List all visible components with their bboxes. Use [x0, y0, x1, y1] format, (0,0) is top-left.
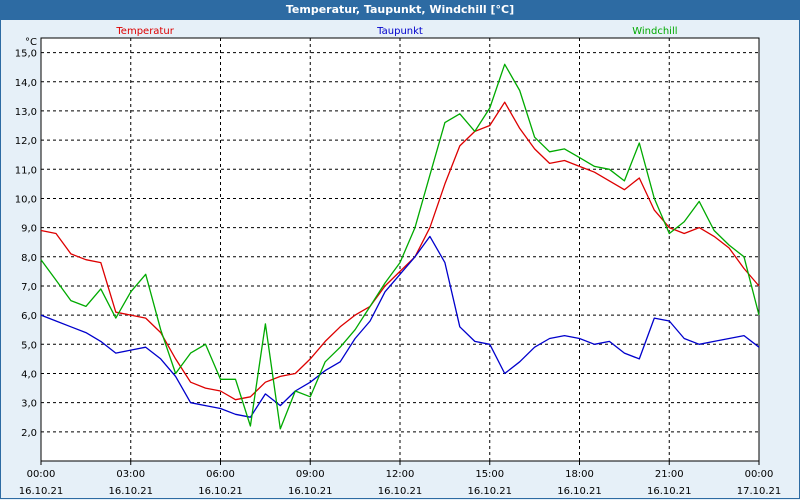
x-tick-time: 09:00 — [296, 469, 325, 480]
y-tick-label: 4,0 — [21, 369, 37, 380]
x-tick-time: 21:00 — [655, 469, 684, 480]
x-tick-date: 16.10.21 — [108, 486, 153, 497]
x-tick-time: 12:00 — [386, 469, 415, 480]
y-tick-label: 15,0 — [15, 49, 37, 60]
x-tick-date: 17.10.21 — [737, 486, 782, 497]
legend-windchill: Windchill — [632, 26, 677, 37]
x-tick-date: 16.10.21 — [647, 486, 692, 497]
line-chart: 2,0 3,0 4,0 5,0 6,0 7,0 8,0 9,0 10,0 11,0 12,0 13,0… — [15, 26, 782, 497]
chart-frame: 2,0 3,0 4,0 5,0 6,0 7,0 8,0 9,0 10,0 11,0 12,0 13,0… — [0, 20, 800, 499]
x-tick-date: 16.10.21 — [198, 486, 243, 497]
x-tick-time: 18:00 — [565, 469, 594, 480]
y-tick-label: 2,0 — [21, 428, 37, 439]
series-line-taupunkt — [40, 235, 760, 418]
y-tick-label: 8,0 — [21, 253, 37, 264]
y-tick-label: 6,0 — [21, 311, 37, 322]
series-line-temperatur — [40, 101, 760, 401]
series-line-windchill — [40, 63, 760, 430]
x-tick-time: 03:00 — [116, 469, 145, 480]
y-tick-label: 12,0 — [15, 136, 37, 147]
legend-temperatur: Temperatur — [115, 26, 174, 37]
y-tick-label: 9,0 — [21, 224, 37, 235]
x-tick-date: 16.10.21 — [288, 486, 333, 497]
x-tick-time: 00:00 — [745, 469, 774, 480]
y-tick-label: 13,0 — [15, 107, 37, 118]
x-tick-date: 16.10.21 — [557, 486, 602, 497]
y-tick-label: 11,0 — [15, 165, 37, 176]
y-tick-label: 5,0 — [21, 340, 37, 351]
y-tick-label: 14,0 — [15, 78, 37, 89]
x-tick-date: 16.10.21 — [467, 486, 512, 497]
x-tick-time: 00:00 — [27, 469, 56, 480]
y-tick-label: 3,0 — [21, 399, 37, 410]
x-tick-date: 16.10.21 — [378, 486, 423, 497]
y-axis-unit: °C — [25, 37, 37, 48]
y-tick-label: 7,0 — [21, 282, 37, 293]
x-tick-date: 16.10.21 — [19, 486, 64, 497]
window-title: Temperatur, Taupunkt, Windchill [°C] — [0, 0, 800, 20]
legend-taupunkt: Taupunkt — [376, 26, 423, 37]
x-tick-time: 15:00 — [475, 469, 504, 480]
y-tick-label: 10,0 — [15, 194, 37, 205]
x-tick-time: 06:00 — [206, 469, 235, 480]
